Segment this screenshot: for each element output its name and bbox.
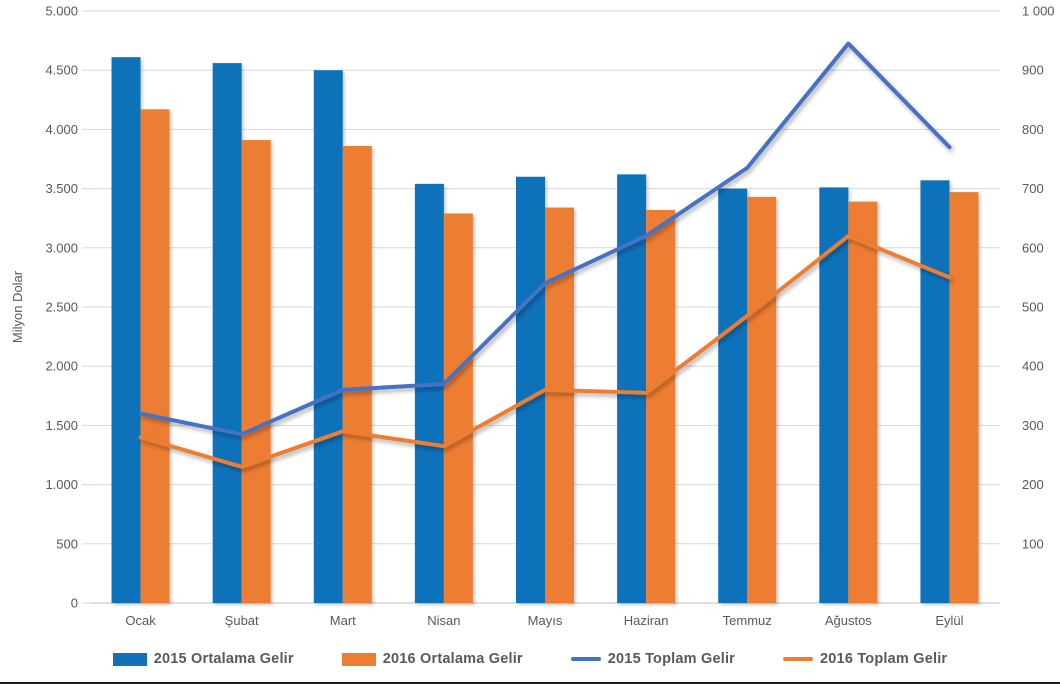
left-axis-tick-label: 3.000 [45,240,78,255]
category-label: Ağustos [825,613,872,628]
bar-2016-ortalama-gelir [747,196,777,603]
legend-label: 2015 Toplam Gelir [607,651,736,667]
left-axis-tick-label: 0 [71,596,78,611]
right-axis-tick-label: 800 [1022,122,1044,137]
legend-item-2016-ortalama-gelir: 2016 Ortalama Gelir [341,651,523,667]
line-swatch-icon [570,657,601,661]
line-2015-toplam-gelir [138,41,952,437]
right-axis-tick-label: 900 [1022,63,1044,78]
left-axis-tick-labels: 5.000 4.500 4.000 3.500 3.000 2.500 2.000 1.500… [45,4,78,611]
left-axis-tick-label: 5.000 [45,4,78,19]
left-axis-title: Milyon Dolar [10,270,25,343]
bar-2015-ortalama-gelir [414,183,444,603]
chart-legend: 2015 Ortalama Gelir 2016 Ortalama Gelir … [0,644,1060,674]
line-swatch-icon [783,657,814,661]
bar-2016-ortalama-gelir [342,145,372,603]
bar-2015-ortalama-gelir [718,188,748,603]
bar-swatch-icon [341,652,376,666]
bar-2016-ortalama-gelir [545,207,574,603]
left-axis-tick-label: 1.500 [45,418,78,433]
right-axis-tick-label: 400 [1022,359,1044,374]
bar-2016-ortalama-gelir [443,213,473,604]
bar-2016-ortalama-gelir [848,201,878,603]
left-axis-tick-label: 4.500 [45,63,78,78]
bar-2015-ortalama-gelir [111,57,141,603]
bar-2016-ortalama-gelir [949,192,979,604]
category-axis-labels: Ocak Şubat Mart Nisan Mayıs Haziran Temmuz Ağus… [125,613,963,628]
category-label: Nisan [427,613,460,628]
right-axis-tick-label: 700 [1022,181,1044,196]
left-axis-tick-label: 2.500 [45,300,78,315]
right-axis-tick-label: 1 000 [1022,4,1055,19]
category-label: Temmuz [723,613,772,628]
category-label: Mart [330,613,356,628]
bar-swatch-icon [112,652,147,666]
right-axis-tick-label: 500 [1022,300,1044,315]
legend-item-2016-toplam-gelir: 2016 Toplam Gelir [783,651,947,667]
left-axis-tick-label: 3.500 [45,181,78,196]
legend-label: 2016 Ortalama Gelir [382,651,523,667]
bar-series [111,57,979,604]
right-axis-tick-label: 200 [1022,477,1044,492]
bar-2015-ortalama-gelir [212,63,242,603]
legend-item-2015-ortalama-gelir: 2015 Ortalama Gelir [112,651,294,667]
category-label: Eylül [935,613,963,628]
bar-2016-ortalama-gelir [140,109,170,603]
bar-2015-ortalama-gelir [313,70,343,603]
left-axis-tick-label: 2.000 [45,359,78,374]
bar-2015-ortalama-gelir [920,180,950,603]
window-bottom-edge [0,682,1060,684]
right-axis-tick-label: 600 [1022,240,1044,255]
bar-2016-ortalama-gelir [241,140,271,603]
right-axis-tick-label: 100 [1022,536,1044,551]
plot-area: 5.000 4.500 4.000 3.500 3.000 2.500 2.000 1.500… [10,4,1055,629]
line-2016-toplam-gelir [138,233,952,469]
right-axis-tick-labels: 1 000 900 800 700 600 500 400 300 200 100 [1022,4,1055,552]
bar-2015-ortalama-gelir [516,176,545,603]
left-axis-tick-label: 4.000 [45,122,78,137]
category-label: Şubat [225,613,259,628]
line-series [138,41,952,469]
legend-item-2015-toplam-gelir: 2015 Toplam Gelir [570,651,736,667]
right-axis-tick-label: 300 [1022,418,1044,433]
left-axis-tick-label: 500 [56,536,78,551]
category-label: Mayıs [528,613,563,628]
category-label: Ocak [125,613,156,628]
legend-label: 2015 Ortalama Gelir [153,651,294,667]
legend-label: 2016 Toplam Gelir [820,651,948,667]
left-axis-tick-label: 1.000 [45,477,78,492]
bar-2016-ortalama-gelir [646,209,676,604]
category-label: Haziran [624,613,669,628]
